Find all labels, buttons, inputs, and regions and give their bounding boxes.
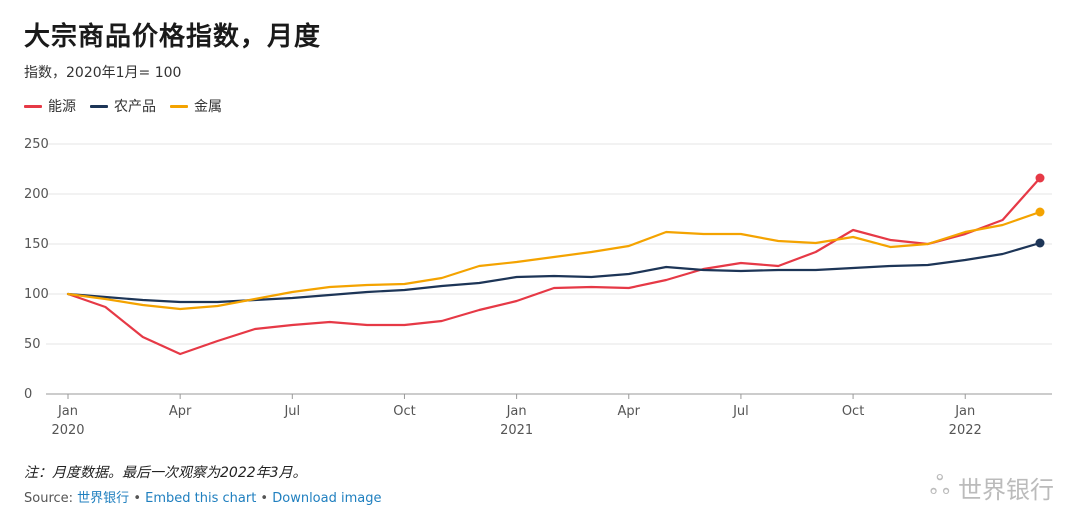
- x-tick-label: Jan: [954, 404, 975, 419]
- legend-item-metals[interactable]: 金属: [170, 96, 222, 116]
- y-tick-label: 200: [24, 187, 49, 202]
- watermark-text: 世界银行: [958, 476, 1054, 504]
- series-line-energy: [66, 176, 1042, 356]
- series-end-point-energy: [1035, 173, 1045, 183]
- y-tick-label: 250: [24, 137, 49, 152]
- x-tick-label: Apr: [169, 404, 192, 419]
- x-tick-label: Jan: [57, 404, 78, 419]
- x-tick-year-label: 2020: [51, 423, 84, 438]
- legend-label-metals: 金属: [194, 99, 222, 115]
- y-tick-label: 50: [24, 337, 41, 352]
- chart-legend: 能源 农产品 金属: [24, 96, 236, 116]
- source-link[interactable]: 世界银行: [77, 491, 130, 506]
- embed-chart-link[interactable]: Embed this chart: [145, 491, 257, 506]
- legend-swatch-energy: [24, 104, 42, 108]
- legend-item-energy[interactable]: 能源: [24, 96, 76, 116]
- x-tick-label: Oct: [842, 404, 864, 419]
- x-tick-label: Jul: [732, 404, 749, 419]
- y-tick-label: 150: [24, 237, 49, 252]
- x-tick-label: Jul: [283, 404, 300, 419]
- source-prefix: Source:: [24, 491, 78, 506]
- source-separator: •: [256, 491, 273, 506]
- x-tick-label: Jan: [506, 404, 527, 419]
- legend-item-agriculture[interactable]: 农产品: [90, 96, 156, 116]
- series-end-point-metals: [1035, 207, 1045, 217]
- x-tick-label: Oct: [393, 404, 415, 419]
- source-line: Source: 世界银行 • Embed this chart • Downlo…: [24, 487, 381, 506]
- chart-title: 大宗商品价格指数，月度: [24, 22, 322, 52]
- source-separator: •: [129, 491, 146, 506]
- line-chart: 0 50 100 150 200 250 Jan 2020 Apr Jul Oct Jan 2021 Ap…: [24, 137, 1052, 438]
- chart-note: 注：月度数据。最后一次观察为2022年3月。: [24, 465, 307, 481]
- legend-label-energy: 能源: [48, 99, 76, 115]
- series-end-point-agriculture: [1035, 238, 1045, 248]
- y-tick-label: 0: [24, 387, 32, 402]
- weibo-icon: ஃ: [929, 471, 950, 501]
- series-line-metals: [66, 210, 1042, 311]
- series-line-agriculture: [66, 241, 1042, 304]
- legend-label-agriculture: 农产品: [114, 99, 156, 115]
- chart-subtitle: 指数，2020年1月= 100: [24, 65, 182, 81]
- watermark: ஃ 世界银行: [930, 470, 1054, 505]
- y-tick-label: 100: [24, 287, 49, 302]
- download-image-link[interactable]: Download image: [272, 491, 382, 506]
- legend-swatch-metals: [170, 104, 188, 108]
- x-tick-year-label: 2021: [500, 423, 533, 438]
- x-tick-year-label: 2022: [949, 423, 982, 438]
- x-tick-label: Apr: [618, 404, 641, 419]
- legend-swatch-agriculture: [90, 104, 108, 108]
